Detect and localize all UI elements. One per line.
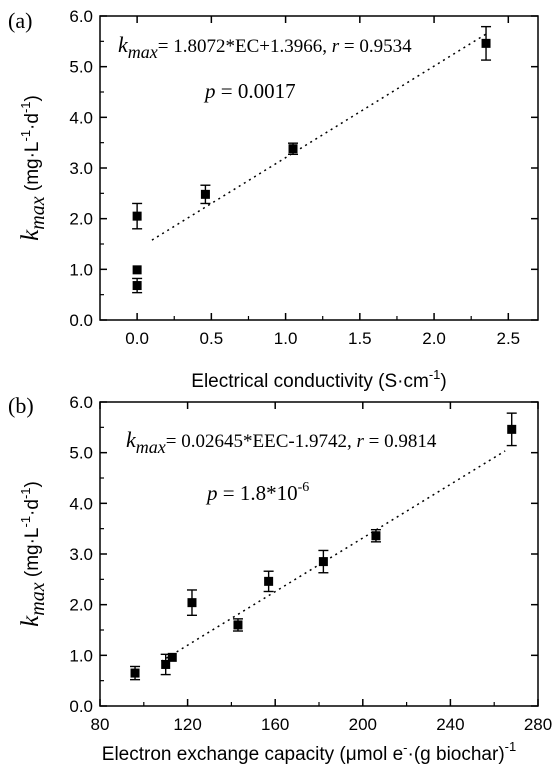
data-point [288, 144, 298, 154]
x-tick-label: 0.5 [200, 329, 224, 348]
fit-line [160, 450, 506, 662]
y-tick-label: 4.0 [69, 494, 93, 513]
y-axis-label-unit: (mg·L [22, 528, 43, 583]
data-point [200, 189, 210, 199]
x-axis-label: Electron exchange capacity (μmol e-·(g b… [102, 739, 516, 765]
equation-k-subscript: max [136, 437, 166, 457]
p-symbol: p [203, 79, 216, 103]
data-point [318, 557, 328, 567]
fit-equation: kmax= 1.8072*EC+1.3966, r = 0.9534 [118, 32, 412, 62]
data-point [167, 652, 177, 662]
x-tick-label: 240 [436, 715, 464, 734]
equation-r-symbol: r [356, 431, 364, 452]
x-axis-label-close: ) [440, 371, 446, 392]
y-tick-label: 6.0 [69, 7, 93, 26]
x-tick-label: 120 [173, 715, 201, 734]
equation-r-value: = 0.9534 [339, 36, 412, 57]
p-value-text: = 0.0017 [216, 79, 296, 103]
fit-equation: kmax= 0.02645*EEC-1.9742, r = 0.9814 [126, 427, 437, 457]
x-tick-label: 80 [91, 715, 110, 734]
data-point [233, 620, 243, 630]
y-axis-label-k: k [17, 229, 44, 241]
x-axis-label-main: Electron exchange capacity (μmol e [102, 744, 403, 765]
x-axis-label-sup: -1 [429, 367, 441, 382]
data-point [187, 598, 197, 608]
x-tick-label: 1.0 [274, 329, 298, 348]
y-axis-label: kmax (mg·L-1·d-1) [17, 481, 49, 627]
y-axis-label-sup1: -1 [18, 516, 33, 528]
y-tick-label: 2.0 [69, 596, 93, 615]
y-axis-label-sub: max [27, 196, 49, 229]
y-axis-label-sup2: -1 [18, 487, 33, 499]
y-axis-label-unit: (mg·L [22, 142, 43, 197]
y-tick-label: 0.0 [69, 697, 93, 716]
fit-line [151, 33, 487, 241]
y-tick-label: 4.0 [69, 108, 93, 127]
equation-k-subscript: max [128, 42, 158, 62]
y-tick-label: 0.0 [69, 311, 93, 330]
p-symbol: p [205, 481, 218, 505]
y-axis-label-k: k [17, 615, 44, 627]
data-point [161, 659, 171, 669]
y-tick-label: 6.0 [69, 393, 93, 412]
data-point [481, 38, 491, 48]
x-axis-label-sup: - [403, 740, 407, 755]
x-tick-label: 2.0 [422, 329, 446, 348]
equation-text: = 1.8072*EC+1.3966, [158, 36, 332, 57]
x-tick-label: 280 [524, 715, 552, 734]
y-axis-label-mid: ·d [22, 113, 43, 130]
x-tick-label: 200 [349, 715, 377, 734]
y-tick-label: 5.0 [69, 444, 93, 463]
data-point [132, 281, 142, 291]
y-tick-label: 1.0 [69, 646, 93, 665]
p-value: p = 1.8*10-6 [205, 480, 309, 505]
plot-frame [99, 15, 539, 321]
x-axis-label: Electrical conductivity (S·cm-1) [191, 367, 446, 392]
data-point [371, 531, 381, 541]
y-tick-label: 3.0 [69, 545, 93, 564]
equation-k: k [118, 32, 129, 57]
chart-panel-a: 0.0 0.5 1.0 1.5 2.0 2.5 0.0 1.0 2.0 3.0 4.0 5.0 6.0 (… [8, 7, 539, 392]
x-tick-label: 160 [261, 715, 289, 734]
x-axis-label-mid: ·(g biochar) [408, 744, 505, 765]
equation-r-value: = 0.9814 [364, 431, 437, 452]
y-axis-label-close: ) [22, 95, 43, 101]
p-value-text: = 1.8*10 [218, 481, 298, 505]
data-point [132, 265, 142, 275]
y-tick-label: 1.0 [69, 260, 93, 279]
equation-text: = 0.02645*EEC-1.9742, [166, 431, 357, 452]
y-axis-label-sup1: -1 [18, 130, 33, 142]
panel-label: (a) [8, 8, 32, 33]
x-tick-label: 1.5 [348, 329, 372, 348]
y-axis-label-close: ) [22, 481, 43, 487]
panel-label: (b) [8, 393, 34, 418]
equation-r-symbol: r [332, 36, 340, 57]
x-tick-label: 2.5 [496, 329, 520, 348]
y-tick-label: 5.0 [69, 58, 93, 77]
p-value: p = 0.0017 [203, 79, 296, 103]
x-axis-label-main: Electrical conductivity (S·cm [191, 371, 429, 392]
data-point [507, 424, 517, 434]
y-axis-label: kmax (mg·L-1·d-1) [17, 95, 49, 241]
data-point [130, 668, 140, 678]
y-tick-label: 3.0 [69, 159, 93, 178]
y-axis-label-sub: max [27, 582, 49, 615]
y-axis-label-mid: ·d [22, 499, 43, 516]
y-tick-label: 2.0 [69, 210, 93, 229]
y-axis-label-sup2: -1 [18, 101, 33, 113]
equation-k: k [126, 427, 137, 452]
x-axis-label-sup2: -1 [505, 739, 517, 754]
p-exponent: -6 [298, 480, 310, 495]
x-tick-label: 0.0 [125, 329, 149, 348]
chart-panel-b: 80 120 160 200 240 280 0.0 1.0 2.0 3.0 4.0 5.0 6.0 (b… [8, 393, 552, 765]
data-point [132, 211, 142, 221]
data-point [264, 576, 274, 586]
